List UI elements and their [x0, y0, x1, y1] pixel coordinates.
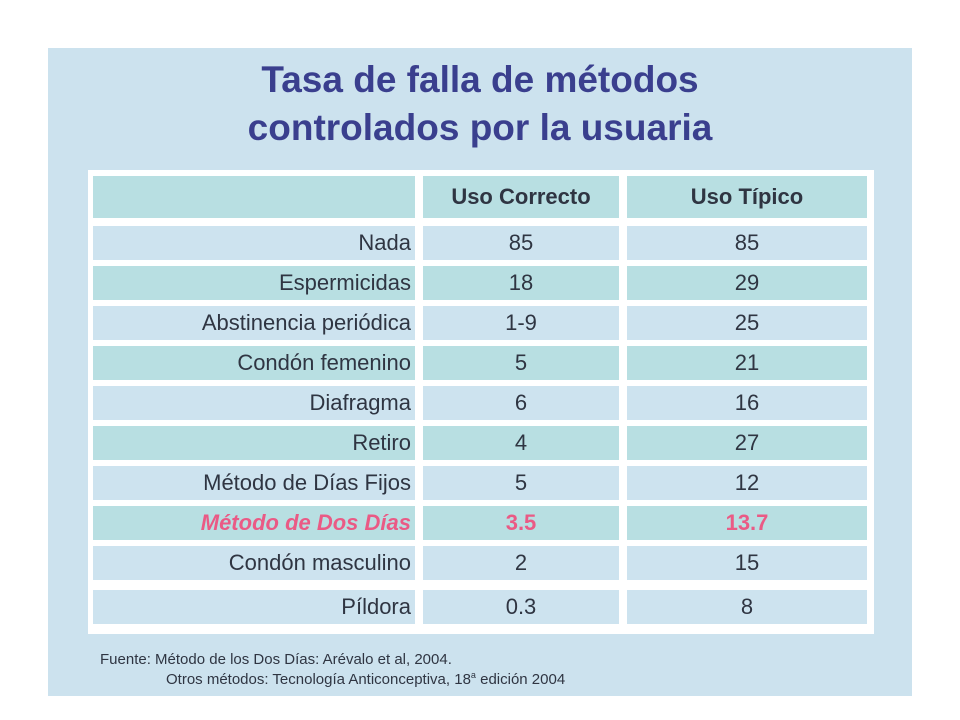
- uso-tipico-value: 21: [627, 346, 867, 380]
- uso-tipico-value: 29: [627, 266, 867, 300]
- method-label: Método de Días Fijos: [93, 466, 415, 500]
- source-line-1: Fuente: Método de los Dos Días: Arévalo …: [100, 651, 452, 668]
- method-label: Nada: [93, 226, 415, 260]
- uso-correcto-value: 5: [423, 346, 619, 380]
- method-label: Retiro: [93, 426, 415, 460]
- uso-correcto-value: 18: [423, 266, 619, 300]
- slide: Tasa de falla de métodos controlados por…: [48, 48, 912, 696]
- method-label: Diafragma: [93, 386, 415, 420]
- source-line-2: Otros métodos: Tecnología Anticonceptiva…: [100, 670, 565, 690]
- uso-correcto-value: 0.3: [423, 590, 619, 624]
- source-line-2-superscript: a: [470, 670, 476, 680]
- uso-correcto-value: 6: [423, 386, 619, 420]
- uso-correcto-value: 4: [423, 426, 619, 460]
- header-empty-cell: [93, 176, 415, 218]
- uso-correcto-value: 1-9: [423, 306, 619, 340]
- method-label: Espermicidas: [93, 266, 415, 300]
- uso-tipico-value: 25: [627, 306, 867, 340]
- method-label: Píldora: [93, 590, 415, 624]
- uso-tipico-value: 13.7: [627, 506, 867, 540]
- title-line-1: Tasa de falla de métodos: [261, 59, 699, 100]
- source-note: Fuente: Método de los Dos Días: Arévalo …: [100, 650, 565, 690]
- source-line-2-prefix: Otros métodos: Tecnología Anticonceptiva…: [166, 671, 471, 688]
- uso-tipico-value: 15: [627, 546, 867, 580]
- uso-tipico-value: 8: [627, 590, 867, 624]
- method-label: Método de Dos Días: [93, 506, 415, 540]
- uso-tipico-value: 12: [627, 466, 867, 500]
- uso-correcto-value: 2: [423, 546, 619, 580]
- uso-tipico-value: 27: [627, 426, 867, 460]
- title-line-2: controlados por la usuaria: [247, 107, 713, 148]
- header-uso-correcto: Uso Correcto: [423, 176, 619, 218]
- method-label: Condón femenino: [93, 346, 415, 380]
- header-uso-tipico: Uso Típico: [627, 176, 867, 218]
- source-line-2-suffix: edición 2004: [475, 671, 566, 688]
- uso-tipico-value: 16: [627, 386, 867, 420]
- uso-correcto-value: 85: [423, 226, 619, 260]
- uso-tipico-value: 85: [627, 226, 867, 260]
- slide-title: Tasa de falla de métodos controlados por…: [48, 56, 912, 152]
- uso-correcto-value: 5: [423, 466, 619, 500]
- method-label: Abstinencia periódica: [93, 306, 415, 340]
- failure-rate-table: Uso Correcto Uso Típico Nada 85 85 Espermicid…: [88, 170, 874, 634]
- method-label: Condón masculino: [93, 546, 415, 580]
- uso-correcto-value: 3.5: [423, 506, 619, 540]
